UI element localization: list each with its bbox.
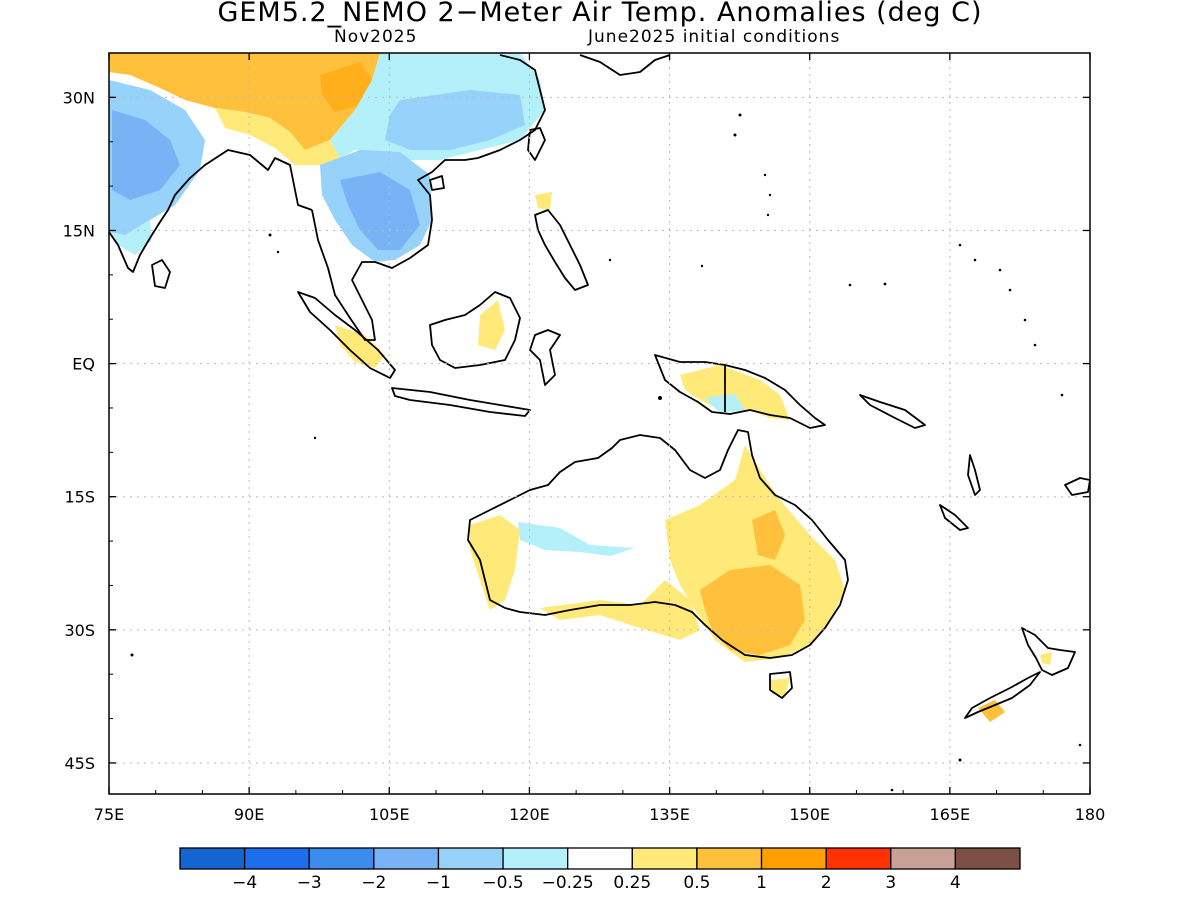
coast-china [477,54,546,159]
coast-australia [467,429,849,659]
lon-tick-label: 135E [649,805,690,824]
lon-tick-label: 105E [369,805,410,824]
initial-conditions: June2025 initial conditions [588,27,841,47]
warm-anomaly-tibet-edge [215,108,340,165]
colorbar-label: −2 [361,873,386,893]
coast-sulawesi [529,329,561,386]
colorbar-label: −0.5 [482,873,523,893]
colorbar-label: −4 [232,873,257,893]
colorbar-swatch [825,847,892,870]
colorbar-swatch [954,847,1021,870]
colorbar-swatch [373,847,440,870]
warm-anomaly-australia-core [700,565,805,655]
warm-anomaly-new-guinea [680,365,790,420]
colorbar-label: −1 [426,873,451,893]
colorbar-label: 2 [821,873,832,893]
coast-philippines [534,209,589,291]
lon-tick-label: 180 [1075,805,1106,824]
lon-tick-label: 75E [94,805,124,824]
cool-anomaly-india-edge [109,220,152,255]
longitude-labels: 75E 90E 105E 120E 135E 150E 165E 180 [94,53,1106,824]
coast-tasmania [769,671,793,699]
coast-indochina [311,157,479,341]
warm-anomaly-tibet [109,53,380,150]
warm-anomaly-new-zealand [978,700,1005,722]
map-grid [109,53,1090,794]
colorbar-swatch [308,847,375,870]
map-title: GEM5.2_NEMO 2−Meter Air Temp. Anomalies … [217,0,983,28]
lat-tick-label: 45S [64,754,95,773]
colorbar-swatch [890,847,957,870]
latitude-labels: 30N 15N EQ 15S 30S 45S [63,88,1090,773]
colorbar-label: 3 [885,873,896,893]
colorbar-label: 0.25 [613,873,651,893]
coast-vanuatu [967,454,981,496]
coast-nz-south [964,671,1041,719]
map-frame [108,52,1091,795]
warm-anomaly-philippines [535,192,552,210]
coast-java [391,387,531,417]
warm-anomaly-australia-west [470,515,520,610]
colorbar-swatch [502,847,569,870]
coast-sri-lanka [151,259,171,289]
coast-new-caledonia [939,504,969,531]
coastlines [109,54,1090,719]
warm-anomaly-tibet-core [320,62,372,112]
coast-fiji [1064,477,1090,496]
lat-tick-label: 15N [63,221,95,240]
coast-solomon [859,394,926,429]
coast-borneo [429,291,521,369]
colorbar-swatch [243,847,310,870]
coast-japan [579,54,671,76]
coast-nz-north [1021,627,1076,676]
warm-anomaly-sumatra [335,325,385,368]
cool-anomaly-china-core [385,90,525,150]
colorbar-swatch [760,847,827,870]
warm-anomaly-new-zealand-north [1040,652,1052,665]
coast-taiwan [527,127,546,161]
lat-tick-label: 30N [63,88,95,107]
forecast-month: Nov2025 [334,27,418,47]
colorbar-swatch [696,847,763,870]
lon-tick-label: 90E [234,805,264,824]
anomaly-shading [109,53,1052,722]
coast-hainan [429,175,445,191]
warm-anomaly-borneo [478,300,505,350]
warm-anomaly-queensland [752,510,785,560]
lon-tick-label: 150E [789,805,830,824]
small-islands [130,113,1082,792]
colorbar-label: 0.5 [683,873,710,893]
coast-new-guinea [654,354,826,429]
lat-tick-label: EQ [72,355,95,374]
colorbar-label: 1 [756,873,767,893]
cool-anomaly-australia [518,522,635,556]
coast-india [109,149,313,273]
coast-sumatra [297,291,396,379]
warm-anomaly-australia-south [540,580,700,640]
colorbar: −4 −3 −2 −1 −0.5 −0.25 0.25 0.5 1 2 3 4 [179,847,1021,893]
colorbar-swatch [179,847,246,870]
cool-anomaly-india-core [112,110,180,200]
warm-anomaly-tasmania [770,678,790,696]
lon-tick-label: 120E [509,805,550,824]
colorbar-swatch [437,847,504,870]
cool-anomaly-indochina-core [340,172,420,250]
lat-tick-label: 15S [64,488,95,507]
colorbar-swatch [631,847,698,870]
lat-tick-label: 30S [64,621,95,640]
colorbar-swatch [567,847,633,870]
colorbar-label: −3 [297,873,322,893]
colorbar-label: 4 [950,873,961,893]
colorbar-label: −0.25 [542,873,594,893]
lon-tick-label: 165E [930,805,971,824]
